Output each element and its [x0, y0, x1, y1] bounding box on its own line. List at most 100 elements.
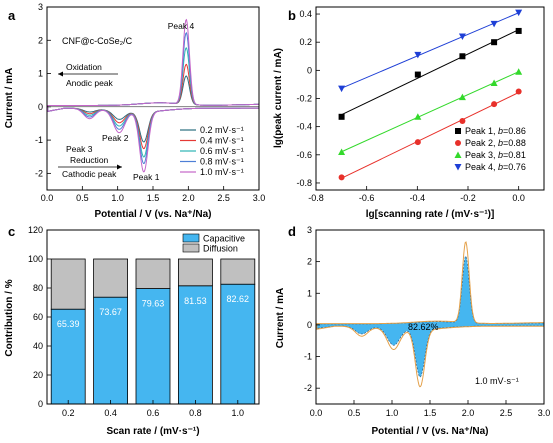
- panel-b-data-point: [414, 113, 422, 120]
- panel-c-ytick-label: 0: [38, 399, 43, 409]
- panel-d-ytick-label: 0: [307, 320, 312, 330]
- panel-c-ytick-label: 100: [28, 254, 43, 264]
- panel-d-xtick-label: 1.5: [424, 408, 437, 418]
- panel-d-ytick-label: 3: [307, 225, 312, 235]
- panel-a-legend-entry: 0.8 mV·s⁻¹: [200, 157, 244, 167]
- panel-c-xtick-label: 0.8: [189, 408, 202, 418]
- panel-b-data-point: [490, 20, 498, 28]
- panel-d-xtick-label: 2.5: [500, 408, 513, 418]
- panel-a-ytick-label: -1: [35, 135, 43, 145]
- panel-c-legend-swatch: [182, 233, 200, 243]
- panel-b-legend-entry: Peak 1, b=0.86: [465, 126, 526, 136]
- peak-4-label: Peak 4: [168, 21, 195, 31]
- panel-a-ylabel: Current / mA: [4, 68, 15, 129]
- capacitive-bar: [93, 296, 128, 405]
- diffusion-bar: [93, 258, 128, 298]
- capacitive-value-label: 82.62: [227, 294, 250, 304]
- panel-b-legend-entry: Peak 3, b=0.81: [465, 150, 526, 160]
- capacitive-bar: [135, 288, 171, 405]
- panel-b-ylabel: lg(peak current / mA): [273, 48, 284, 148]
- panel-d-ytick-label: -1: [304, 352, 312, 362]
- panel-b-xtick-label: -0.4: [410, 193, 426, 203]
- panel-a-xtick-label: 2.0: [182, 193, 195, 203]
- panel-c-ylabel: Contribution / %: [4, 279, 15, 356]
- panel-b-label: b: [288, 8, 296, 23]
- panel-d-ytick-label: 2: [307, 257, 312, 267]
- panel-b-xtick-label: -0.8: [308, 193, 324, 203]
- panel-a-series-line: [47, 18, 259, 173]
- panel-b-legend-marker: [454, 164, 462, 171]
- panel-c-ytick-label: 20: [33, 370, 43, 380]
- panel-a-ytick-label: 3: [38, 2, 43, 12]
- capacitive-bar: [220, 283, 256, 405]
- panel-d-xtick-label: 0.0: [310, 408, 323, 418]
- panel-b-log-plot: b -0.8 -0.6 -0.4 -0.2 0.0 -0.8 -0.6 -0.4 -0.2 0 0…: [273, 6, 545, 220]
- panel-b-fit-line: [341, 12, 519, 89]
- panel-a-legend-entry: 1.0 mV·s⁻¹: [200, 167, 244, 177]
- panel-a-ytick-label: -2: [35, 168, 43, 178]
- panel-b-data-point: [414, 139, 421, 146]
- panel-c-label: c: [8, 224, 15, 239]
- panel-a-ytick-label: 2: [38, 35, 43, 45]
- panel-d-plot-area: [316, 241, 544, 388]
- panel-b-data-point: [338, 85, 346, 93]
- panel-b-ytick-label: -0.4: [296, 122, 312, 132]
- cathodic-peak-label: Cathodic peak: [62, 169, 117, 179]
- panel-b-legend-marker: [455, 128, 461, 134]
- panel-a-xtick-label: 3.0: [253, 193, 266, 203]
- panel-b-data-point: [459, 118, 466, 125]
- capacitive-value-label: 81.53: [184, 296, 207, 306]
- panel-b-fit-line: [341, 92, 519, 179]
- diffusion-bar: [135, 258, 171, 289]
- panel-b-data-point: [491, 39, 498, 46]
- panel-c-bar-chart: c 65.39 73.67 79.63 81.53 82.62 0.2 0.4 0.6 0.8…: [4, 224, 260, 437]
- panel-d-ylabel: Current / mA: [275, 288, 286, 349]
- panel-b-data-point: [515, 27, 522, 34]
- panel-b-legend-marker: [454, 151, 462, 158]
- panel-a-xtick-label: 0.5: [76, 193, 89, 203]
- panel-b-data-point: [515, 9, 523, 17]
- sample-label: CNF@c-CoSe₂/C: [62, 36, 133, 46]
- total-cv-curve: [316, 241, 544, 388]
- panel-a-plot-area: [47, 18, 259, 173]
- panel-b-ytick-label: -0.8: [296, 178, 312, 188]
- panel-a-xtick-label: 0.0: [41, 193, 54, 203]
- panel-a-legend-entry: 0.6 mV·s⁻¹: [200, 146, 244, 156]
- panel-b-data-point: [458, 93, 466, 101]
- panel-b-data-point: [338, 113, 345, 120]
- anodic-peak-label: Anodic peak: [66, 78, 114, 88]
- panel-b-data-point: [491, 101, 498, 108]
- panel-b-ytick-label: 0: [307, 65, 312, 75]
- capacitive-bar: [50, 308, 86, 405]
- oxidation-arrow: [58, 71, 118, 77]
- panel-c-ytick-label: 40: [33, 341, 43, 351]
- panel-a-legend-entry: 0.4 mV·s⁻¹: [200, 136, 244, 146]
- panel-a-legend-entry: 0.2 mV·s⁻¹: [200, 125, 244, 135]
- panel-b-xtick-label: -0.6: [359, 193, 375, 203]
- panel-d-ytick-label: -2: [304, 383, 312, 393]
- panel-b-data-point: [515, 88, 522, 95]
- panel-c-xtick-label: 1.0: [232, 408, 245, 418]
- panel-c-xtick-label: 0.6: [147, 408, 160, 418]
- reduction-label: Reduction: [70, 155, 109, 165]
- panel-b-legend-marker: [455, 140, 461, 146]
- panel-c-xtick-label: 0.2: [62, 408, 75, 418]
- panel-b-data-point: [414, 51, 422, 59]
- reduction-arrow: [58, 164, 122, 170]
- panel-b-xtick-label: -0.2: [460, 193, 476, 203]
- panel-b-data-point: [515, 68, 523, 75]
- diffusion-bar: [50, 258, 86, 310]
- peak-2-label: Peak 2: [102, 133, 129, 143]
- panel-b-data-point: [338, 148, 346, 155]
- panel-d-xtick-label: 0.5: [348, 408, 361, 418]
- panel-d-xlabel: Potential / V (vs. Na⁺/Na): [372, 426, 489, 437]
- capacitive-value-label: 73.67: [99, 307, 122, 317]
- panel-a-xlabel: Potential / V (vs. Na⁺/Na): [95, 209, 212, 220]
- panel-d-label: d: [288, 224, 296, 239]
- panel-a-label: a: [8, 8, 16, 23]
- panel-b-data-point: [458, 33, 466, 41]
- capacitive-bar: [177, 285, 213, 405]
- panel-a-cv-curves: a 0.0 0.5 1.0 1.5 2.0 2.5 3.0 -2 -1 0 1 2 3 Potenti…: [4, 2, 265, 220]
- panel-d-xtick-label: 2.0: [462, 408, 475, 418]
